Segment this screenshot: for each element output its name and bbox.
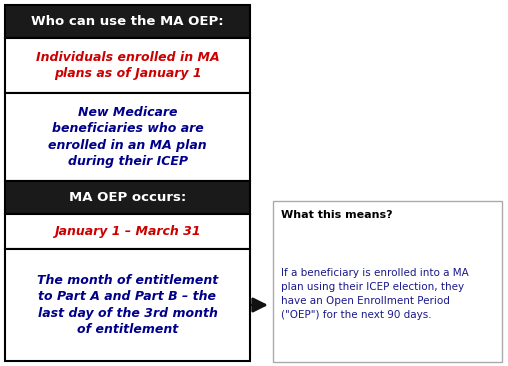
Text: New Medicare
beneficiaries who are
enrolled in an MA plan
during their ICEP: New Medicare beneficiaries who are enrol… [48,106,207,168]
Bar [5,93,250,181]
Text: January 1 – March 31: January 1 – March 31 [54,225,201,238]
Text: Who can use the MA OEP:: Who can use the MA OEP: [31,15,224,28]
Bar [5,38,250,93]
Text: Individuals enrolled in MA
plans as of January 1: Individuals enrolled in MA plans as of J… [36,51,219,80]
Text: The month of entitlement
to Part A and Part B – the
last day of the 3rd month
of: The month of entitlement to Part A and P… [37,274,218,336]
Text: MA OEP occurs:: MA OEP occurs: [69,191,186,204]
Text: If a beneficiary is enrolled into a MA
plan using their ICEP election, they
have: If a beneficiary is enrolled into a MA p… [281,268,469,320]
Bar [5,5,250,38]
Bar [5,249,250,361]
Bar [5,181,250,214]
Bar [5,214,250,249]
Text: What this means?: What this means? [281,210,393,220]
Bar [273,201,502,362]
